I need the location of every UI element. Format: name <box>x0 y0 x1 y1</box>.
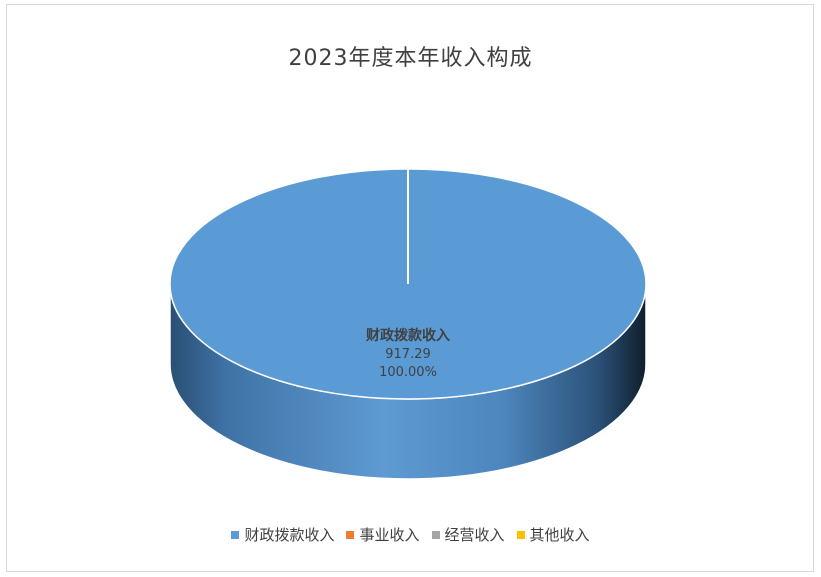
data-label-category: 财政拨款收入 <box>365 327 450 344</box>
legend-item: 经营收入 <box>431 524 505 545</box>
legend-label: 其他收入 <box>529 526 590 544</box>
data-label-percent: 100.00% <box>379 365 437 380</box>
chart-title: 2023年度本年收入构成 <box>288 46 533 71</box>
legend-swatch <box>431 530 440 539</box>
legend-label: 事业收入 <box>359 526 420 544</box>
legend-swatch <box>346 530 355 539</box>
chart-legend: 财政拨款收入 事业收入 经营收入 其他收入 <box>0 524 821 545</box>
legend-item: 其他收入 <box>516 524 590 545</box>
legend-item: 财政拨款收入 <box>231 524 334 545</box>
legend-label: 财政拨款收入 <box>244 526 335 544</box>
legend-item: 事业收入 <box>346 524 420 545</box>
legend-label: 经营收入 <box>444 526 505 544</box>
legend-swatch <box>231 530 240 539</box>
legend-swatch <box>516 530 525 539</box>
data-label-value: 917.29 <box>385 347 431 362</box>
